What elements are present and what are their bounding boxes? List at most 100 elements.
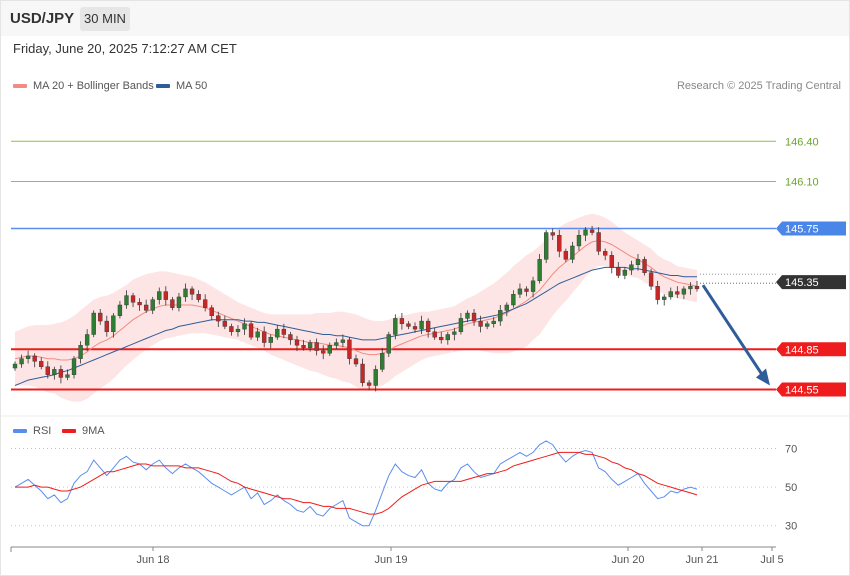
candle-body: [386, 334, 391, 354]
candle: [321, 345, 326, 360]
candle-body: [150, 299, 155, 311]
candle: [216, 311, 221, 327]
candle-body: [491, 320, 496, 324]
candle-body: [163, 291, 168, 300]
candle: [629, 260, 634, 275]
candle: [412, 322, 418, 333]
candle-body: [478, 320, 483, 327]
candle: [268, 334, 273, 349]
candle-body: [294, 339, 300, 346]
candle-body: [425, 320, 431, 333]
candle: [688, 282, 693, 295]
candle-body: [183, 288, 188, 298]
candle-body: [52, 369, 57, 375]
candle-body: [563, 251, 569, 260]
rsi-tick-70: 70: [785, 444, 797, 456]
candle-body: [203, 299, 208, 308]
candle: [248, 321, 254, 340]
candle: [648, 268, 654, 290]
candle: [353, 354, 359, 367]
candle: [111, 313, 116, 338]
candle-body: [629, 264, 634, 271]
candle: [58, 365, 64, 384]
candle-body: [176, 296, 182, 308]
candle: [137, 298, 142, 311]
candle-body: [58, 369, 64, 378]
candle: [294, 335, 300, 352]
candle-body: [635, 259, 641, 265]
candle: [406, 321, 411, 330]
candle-body: [137, 302, 142, 306]
price-label-146-10: 146.10: [785, 177, 819, 189]
legend-ma50: MA 50: [156, 80, 207, 92]
candle: [517, 283, 523, 299]
candle: [524, 286, 529, 297]
candle: [196, 290, 201, 303]
timeframe-button[interactable]: 30 MIN: [80, 7, 130, 31]
candle: [668, 287, 673, 300]
candle: [183, 283, 188, 302]
candle-body: [130, 295, 136, 303]
candle-body: [268, 336, 273, 343]
candle: [242, 318, 247, 336]
candle: [452, 327, 457, 341]
forecast-arrow-line: [701, 284, 766, 379]
x-tick-label: Jun 21: [685, 554, 718, 566]
candle-body: [675, 291, 680, 295]
candle-body: [432, 331, 437, 338]
candle-body: [39, 361, 44, 367]
candle-body: [399, 318, 405, 324]
candle-body: [557, 235, 562, 252]
candle-body: [111, 315, 116, 333]
price-tag-144-55: 144.55: [776, 382, 846, 397]
candle: [425, 318, 431, 338]
rsi-tick-30: 30: [785, 521, 797, 533]
candle-body: [327, 345, 332, 354]
candle: [498, 304, 503, 326]
candle: [609, 251, 614, 274]
candle: [203, 294, 208, 312]
candle: [255, 327, 260, 341]
candle: [550, 228, 555, 241]
candle-body: [668, 291, 673, 298]
candle: [288, 331, 293, 345]
candle-body: [307, 342, 313, 349]
candle-body: [596, 232, 601, 252]
candle-body: [104, 320, 109, 333]
ma50-line: [14, 266, 697, 386]
candle-body: [504, 304, 509, 311]
candle-body: [373, 369, 378, 386]
candle: [675, 286, 680, 299]
candle: [694, 280, 700, 292]
forecast-arrow-head: [756, 368, 770, 386]
candle-body: [229, 326, 234, 333]
candle-body: [530, 280, 536, 292]
candle-body: [380, 353, 385, 370]
candle-body: [301, 345, 306, 349]
candle: [39, 357, 44, 370]
candle-body: [570, 245, 575, 260]
candle-body: [419, 320, 424, 330]
candle-body: [143, 304, 149, 311]
candle: [314, 338, 319, 356]
candle: [471, 309, 477, 326]
x-tick-label: Jul 5: [760, 554, 783, 566]
candle: [465, 310, 470, 323]
candle: [71, 355, 77, 379]
candle: [478, 315, 483, 333]
candle: [557, 229, 562, 258]
candle: [603, 248, 608, 261]
candle-body: [609, 255, 614, 268]
candle-body: [550, 232, 555, 236]
candle-body: [12, 363, 18, 369]
candle: [176, 292, 182, 312]
candle-body: [196, 294, 201, 300]
rsi-swatch: [13, 429, 27, 434]
rsi-ma-swatch: [62, 429, 76, 434]
price-tag-text: 144.85: [785, 344, 819, 356]
candle-body: [334, 342, 339, 346]
rsi-tick-50: 50: [785, 482, 797, 494]
candle-body: [406, 323, 411, 327]
candle-body: [117, 304, 123, 316]
